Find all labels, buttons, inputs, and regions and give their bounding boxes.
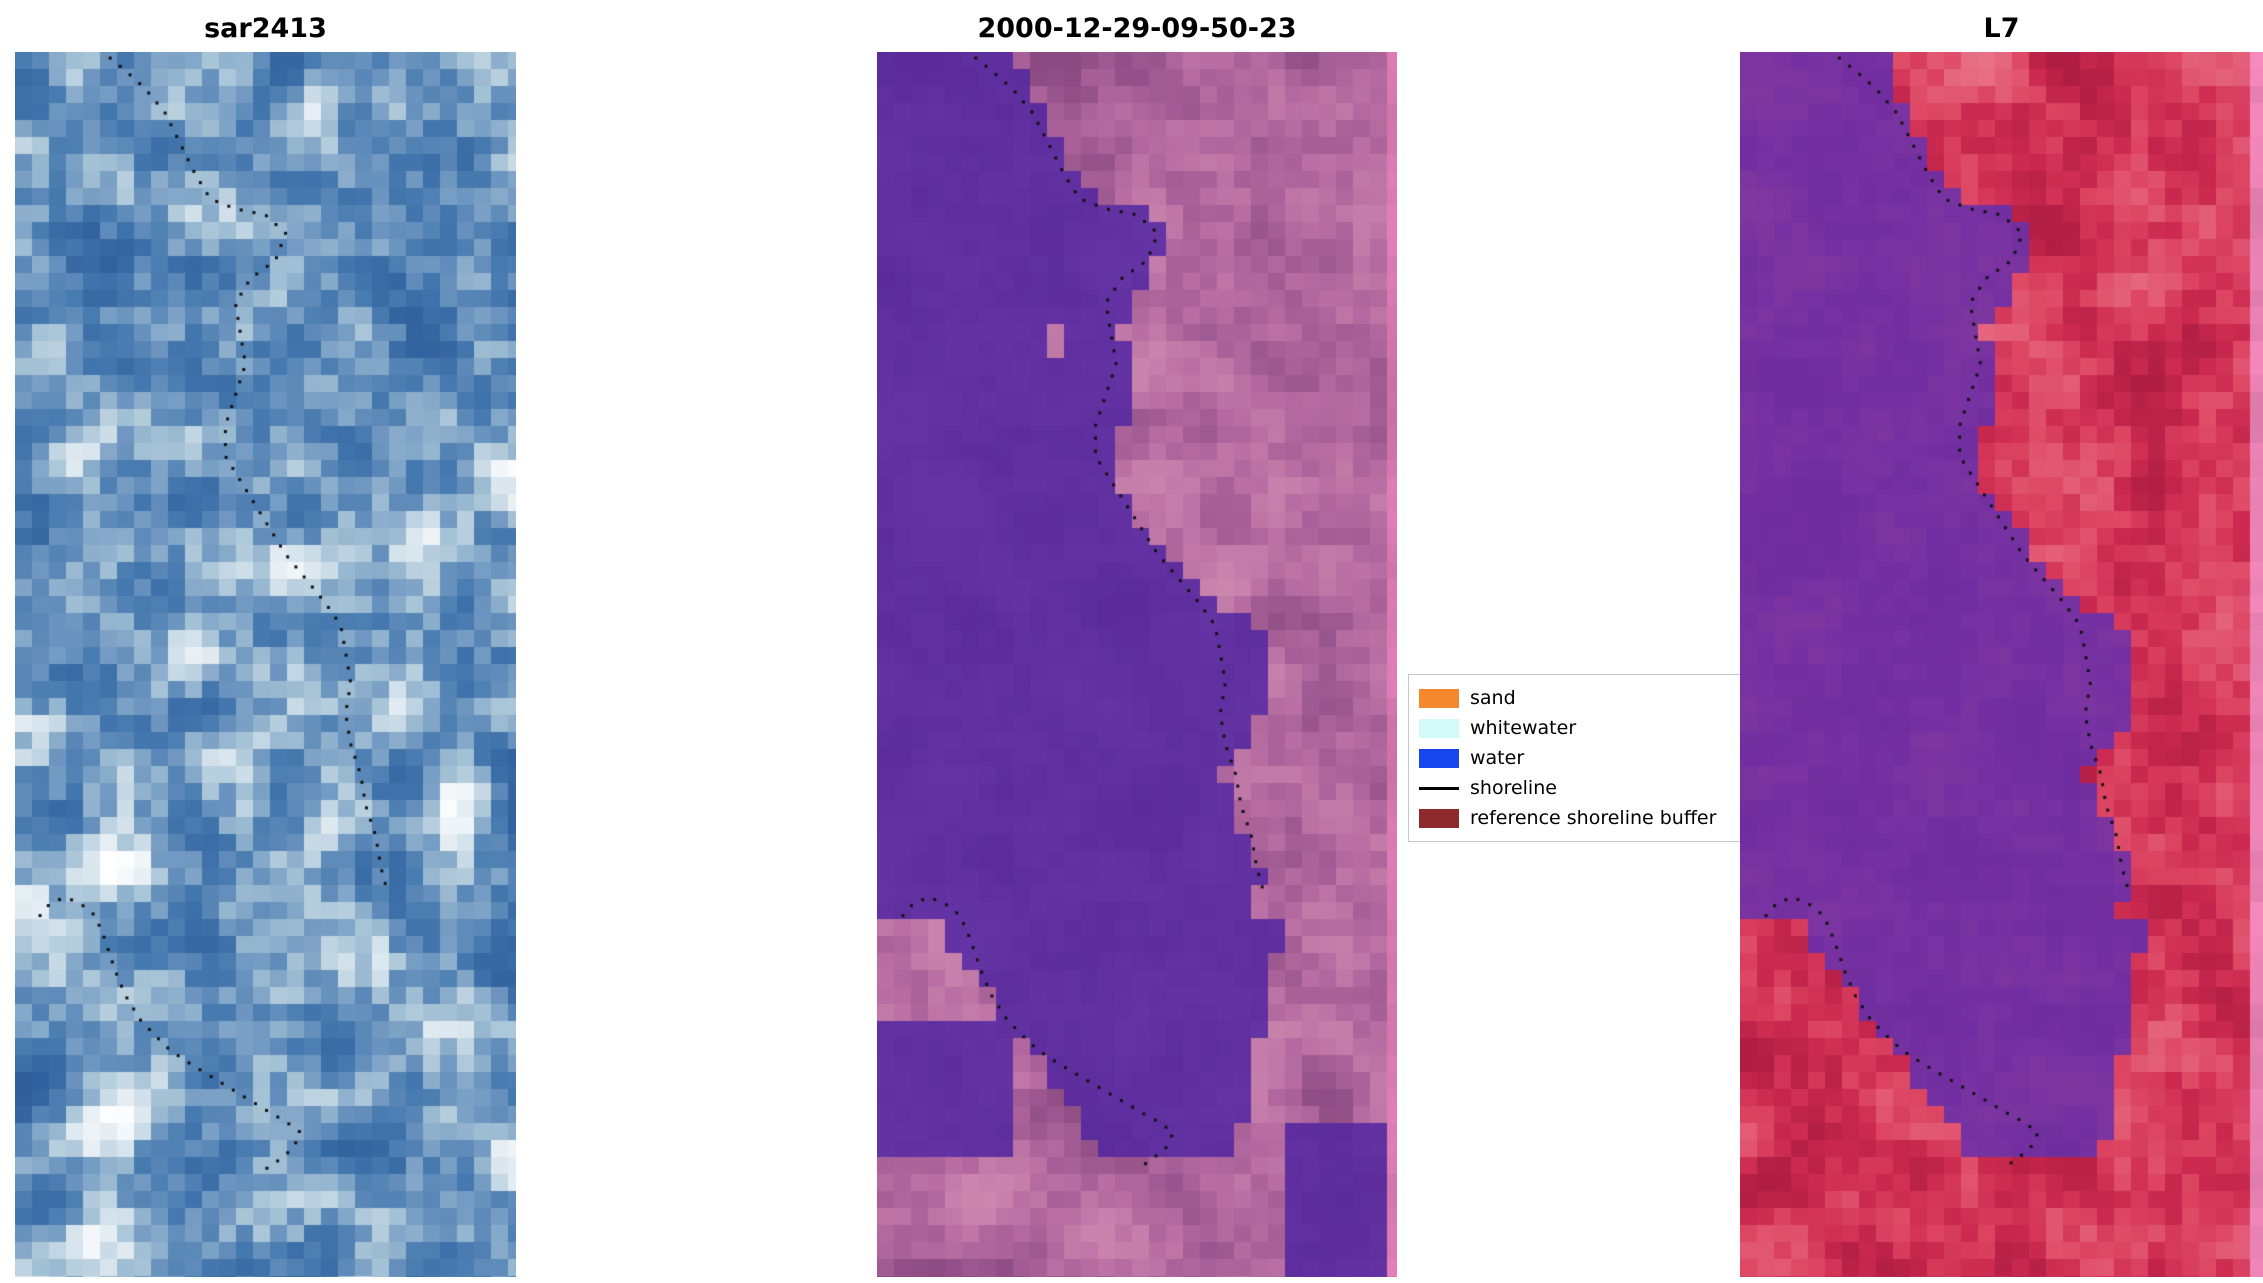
legend-item-shoreline: shoreline (1419, 773, 1757, 803)
l7-image (1740, 52, 2263, 1277)
legend-label-shoreline: shoreline (1470, 777, 1557, 799)
legend-item-sand: sand (1419, 683, 1757, 713)
water-swatch (1419, 748, 1459, 768)
legend-item-reference-shoreline-buffer: reference shoreline buffer (1419, 803, 1757, 833)
legend: sand whitewater water shoreline referenc… (1408, 674, 1768, 842)
legend-label-sand: sand (1470, 687, 1516, 709)
legend-item-whitewater: whitewater (1419, 713, 1757, 743)
panel-sar2413 (15, 52, 516, 1277)
legend-label-reference-shoreline-buffer: reference shoreline buffer (1470, 807, 1717, 829)
whitewater-swatch (1419, 718, 1459, 738)
classified-image (877, 52, 1397, 1277)
panel-title-sar2413: sar2413 (204, 13, 327, 44)
panel-l7 (1740, 52, 2263, 1277)
panel-classified-image (877, 52, 1397, 1277)
sand-swatch (1419, 688, 1459, 708)
legend-label-water: water (1470, 747, 1525, 769)
legend-item-water: water (1419, 743, 1757, 773)
panel-title-date: 2000-12-29-09-50-23 (977, 13, 1297, 44)
reference-shoreline-buffer-swatch (1419, 808, 1459, 828)
legend-label-whitewater: whitewater (1470, 717, 1577, 739)
sar2413-image (15, 52, 516, 1277)
shoreline-line-swatch (1419, 786, 1459, 790)
panel-title-l7: L7 (1983, 13, 2020, 44)
